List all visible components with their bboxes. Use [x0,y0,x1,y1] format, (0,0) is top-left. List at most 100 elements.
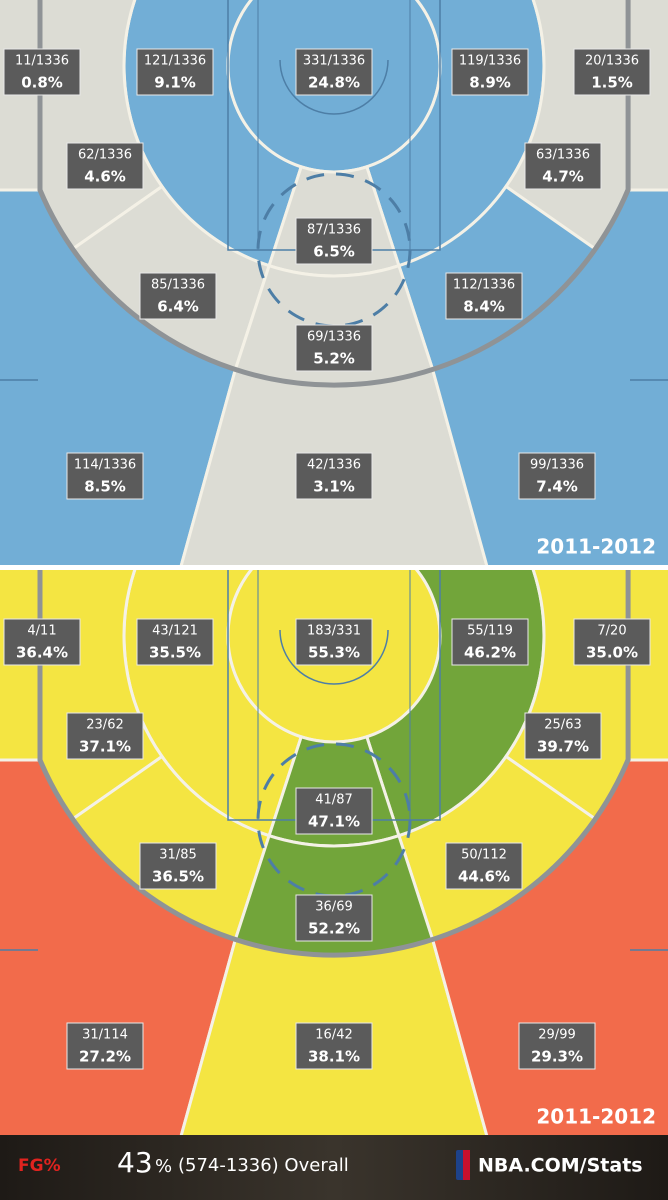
zone-fraction: 55/119 [467,624,513,639]
zone-percent: 29.3% [531,1048,583,1066]
zone-percent: 9.1% [154,74,196,92]
zone-label-box [295,48,373,96]
zone-fraction: 41/87 [315,793,352,808]
zone-label-box [139,272,217,320]
zone-label-box [3,618,81,666]
zone-percent: 27.2% [79,1048,131,1066]
zone-label-box [3,48,81,96]
zone-fraction: 69/1336 [307,330,361,345]
restricted-arc [279,59,389,115]
zone-label-box [295,324,373,372]
zone-percent: 24.8% [308,74,360,92]
season: 2011-2012 [536,535,656,559]
zone-label-box [295,217,373,265]
zone-fraction: 112/1336 [453,278,515,293]
footer-percent: 43 [117,1146,153,1179]
zone-percent: 5.2% [313,350,355,368]
zone-fraction: 119/1336 [459,54,521,69]
zone-percent: 47.1% [308,813,360,831]
footer-label: FG% [18,1156,61,1176]
zone-fraction: 25/63 [544,718,581,733]
zone-label-box [295,787,373,835]
zone-percent: 1.5% [591,74,633,92]
zone-label-box [524,142,602,190]
zone-fraction: 50/112 [461,848,507,863]
zone-percent: 8.9% [469,74,511,92]
zone-fraction: 183/331 [307,624,361,639]
paint-inner [257,570,411,820]
zone-fraction: 87/1336 [307,223,361,238]
zone-fraction: 43/121 [152,624,198,639]
zone-percent: 8.5% [84,478,126,496]
zone-label-box [139,842,217,890]
zone-percent: 0.8% [21,74,63,92]
zone-label-box [451,48,529,96]
zone-label-box [295,618,373,666]
nba-logo-red [463,1150,470,1180]
restricted-arc [279,629,389,685]
zone-label-box [66,1022,144,1070]
zone-percent: 36.4% [16,644,68,662]
free-throw-circle [256,172,412,328]
zone-fraction: 99/1336 [530,458,584,473]
zone-label-box [295,1022,373,1070]
zone-fraction: 42/1336 [307,458,361,473]
zone-label-box [66,452,144,500]
zone-percent: 46.2% [464,644,516,662]
zone-label-box [66,712,144,760]
zone-fraction: 36/69 [315,900,352,915]
zone-percent: 4.6% [84,168,126,186]
zone-percent: 52.2% [308,920,360,938]
zone-fraction: 31/85 [159,848,196,863]
footer-percent-sign: % [155,1156,172,1177]
zone-label-box [524,712,602,760]
zone-percent: 7.4% [536,478,578,496]
zone-percent: 4.7% [542,168,584,186]
court-panel: 4/11 36.4% 43/121 35.5% 183/331 55.3% 55/119 46… [0,570,668,1135]
zone-percent: 8.4% [463,298,505,316]
zone-fraction: 63/1336 [536,148,590,163]
zone-fraction: 114/1336 [74,458,136,473]
zone-percent: 37.1% [79,738,131,756]
zone-fraction: 11/1336 [15,54,69,69]
zone-label-box [136,618,214,666]
zone-percent: 35.0% [586,644,638,662]
zone-percent: 6.5% [313,243,355,261]
zone-label-box [66,142,144,190]
zone-label-box [518,1022,596,1070]
three-point-line [37,570,631,958]
zone-percent: 36.5% [152,868,204,886]
season: 2011-2012 [536,1105,656,1129]
zone-percent: 39.7% [537,738,589,756]
zone-percent: 6.4% [157,298,199,316]
zone-fraction: 4/11 [27,624,56,639]
zone-fraction: 23/62 [86,718,123,733]
zone-fraction: 121/1336 [144,54,206,69]
zone-fraction: 31/114 [82,1028,128,1043]
zone-percent: 55.3% [308,644,360,662]
zone-percent: 3.1% [313,478,355,496]
zone-fraction: 331/1336 [303,54,365,69]
zone-fraction: 29/99 [538,1028,575,1043]
footer-bar [0,1135,668,1200]
zone-percent: 44.6% [458,868,510,886]
zone-label-box [445,272,523,320]
footer-brand: NBA.COM/Stats [478,1155,643,1177]
zone-label-box [451,618,529,666]
zone-fraction: 20/1336 [585,54,639,69]
court-panel: 11/1336 0.8% 121/1336 9.1% 331/1336 24.8% 119/… [0,0,668,565]
zone-label-box [573,618,651,666]
zone-label-box [445,842,523,890]
three-point-line [37,0,631,388]
zone-percent: 35.5% [149,644,201,662]
paint-inner [257,0,411,250]
footer-detail: (574-1336) Overall [178,1155,349,1176]
zone-label-box [573,48,651,96]
free-throw-circle [256,742,412,898]
zone-fraction: 16/42 [315,1028,352,1043]
zone-fraction: 7/20 [597,624,626,639]
zone-label-box [295,894,373,942]
zone-label-box [295,452,373,500]
